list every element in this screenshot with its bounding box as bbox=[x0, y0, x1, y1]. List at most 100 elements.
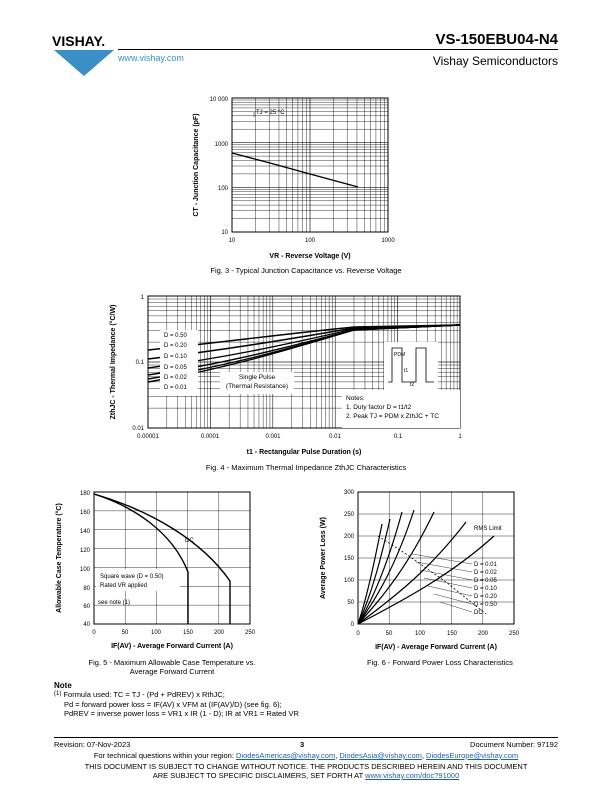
fig4-legend-item: D = 0.10 bbox=[164, 354, 188, 360]
fig6-ylabel: Average Power Loss (W) bbox=[320, 517, 327, 599]
fig5-caption-line2: Average Forward Current bbox=[129, 667, 215, 676]
fig4-ytick: 0.1 bbox=[136, 360, 145, 366]
fig5-xlabel: IF(AV) - Average Forward Current (A) bbox=[111, 643, 233, 650]
fig3-annotation: TJ = 25 °C bbox=[256, 110, 285, 116]
fig6-curve-d010 bbox=[357, 509, 415, 625]
fig4-legend-item: D = 0.02 bbox=[164, 375, 188, 381]
fig5-caption-line1: Fig. 5 - Maximum Allowable Case Temperat… bbox=[88, 658, 256, 667]
fig6-legend-item: D = 0.20 bbox=[474, 594, 498, 600]
fig6-ytick: 200 bbox=[344, 534, 355, 540]
fig4-ylabel: ZthJC - Thermal Impedance (°C/W) bbox=[109, 305, 117, 420]
fig6-curve-d020 bbox=[357, 511, 435, 625]
fig3-xtick: 100 bbox=[305, 238, 316, 244]
fig4-pulse-diagram bbox=[388, 347, 434, 383]
fig6-curve-d002 bbox=[357, 518, 391, 625]
footer-rule bbox=[54, 737, 558, 738]
fig4-chart: D = 0.50 D = 0.20 D = 0.10 D = 0.05 D = … bbox=[109, 295, 462, 456]
disclaimer-text: ARE SUBJECT TO SPECIFIC DISCLAIMERS, SET… bbox=[152, 771, 364, 780]
fig6-legend-item: D = 0.50 bbox=[474, 602, 498, 608]
fig5-xtick: 50 bbox=[122, 630, 129, 636]
fig6-caption: Fig. 6 - Forward Power Loss Characterist… bbox=[367, 658, 513, 667]
fig6-ytick: 50 bbox=[347, 600, 354, 606]
fig5-legend2: Rated VR applied bbox=[100, 583, 147, 589]
brand-wordmark: VISHAY. bbox=[52, 33, 105, 49]
fig5-chart: DC Square wave (D = 0.50) Rated VR appli… bbox=[55, 491, 256, 650]
website-link[interactable]: www.vishay.com bbox=[118, 53, 184, 63]
fig6-legend-item: DC bbox=[474, 610, 483, 616]
fig5-xtick: 150 bbox=[183, 630, 194, 636]
fig5-legend1: Square wave (D = 0.50) bbox=[100, 574, 164, 580]
fig6-xtick: 150 bbox=[447, 631, 458, 637]
fig3-ytick: 10 bbox=[221, 230, 228, 236]
fig6-rms-label: RMS Limit bbox=[474, 526, 502, 532]
fig4-xtick: 0.01 bbox=[329, 434, 341, 440]
fig5-see-note: see note (1) bbox=[98, 600, 130, 606]
fig3-ytick: 100 bbox=[218, 186, 229, 192]
fig5-xtick: 200 bbox=[214, 630, 225, 636]
fig6-curve-d005 bbox=[357, 511, 403, 625]
fig4-notes-title: Notes: bbox=[346, 395, 365, 402]
notes-title: Note bbox=[54, 681, 72, 690]
fig4-caption: Fig. 4 - Maximum Thermal Impedance ZthJC… bbox=[205, 463, 407, 472]
fig5-square-wave-curve bbox=[93, 493, 189, 624]
fig6-legend-item: D = 0.02 bbox=[474, 570, 498, 576]
fig6-ytick: 100 bbox=[344, 578, 355, 584]
fig3-ytick: 1000 bbox=[215, 142, 229, 148]
fig3-xlabel: VR - Reverse Voltage (V) bbox=[269, 253, 350, 260]
fig5-ytick: 40 bbox=[83, 622, 90, 628]
fig5-ytick: 100 bbox=[80, 567, 91, 573]
fig5-ytick: 180 bbox=[80, 491, 91, 497]
fig6-xtick: 50 bbox=[386, 631, 393, 637]
fig5-ytick: 80 bbox=[83, 586, 90, 592]
fig5-dc-label: DC bbox=[185, 538, 194, 544]
fig6-legend-item: D = 0.10 bbox=[474, 586, 498, 592]
disclaimer-line1: THIS DOCUMENT IS SUBJECT TO CHANGE WITHO… bbox=[84, 762, 528, 771]
fig4-xtick: 0.0001 bbox=[201, 434, 220, 440]
fig4-ytick: 1 bbox=[141, 295, 145, 301]
vishay-logo: VISHAY. bbox=[52, 32, 116, 78]
fig4-xlabel: t1 - Rectangular Pulse Duration (s) bbox=[247, 449, 362, 456]
fig5-xtick: 100 bbox=[151, 630, 162, 636]
fig5-ytick: 160 bbox=[80, 510, 91, 516]
revision: Revision: 07-Nov-2023 bbox=[54, 740, 131, 749]
fig4-legend-item: D = 0.20 bbox=[164, 343, 188, 349]
logo-triangle-icon bbox=[54, 50, 114, 76]
fig4-single-pulse: Single Pulse bbox=[239, 374, 276, 381]
email-europe-link[interactable]: DiodesEurope@vishay.com bbox=[426, 751, 519, 760]
fig4-ytick: 0.01 bbox=[132, 426, 144, 432]
support-prefix: For technical questions within your regi… bbox=[93, 751, 234, 760]
fig5-xtick: 250 bbox=[245, 630, 256, 636]
fig6-ytick: 0 bbox=[351, 622, 355, 628]
fig6-xtick: 250 bbox=[509, 631, 520, 637]
company-name: Vishay Semiconductors bbox=[432, 54, 558, 68]
fig6-curve-d050 bbox=[357, 521, 467, 625]
disclaimer-link[interactable]: www.vishay.com/doc?91000 bbox=[365, 771, 460, 780]
fig6-legend-item: D = 0.01 bbox=[474, 562, 498, 568]
fig5-ytick: 60 bbox=[83, 604, 90, 610]
fig4-legend-item: D = 0.01 bbox=[164, 385, 188, 391]
note-line1: Formula used: TC = TJ - (Pd + PdREV) x R… bbox=[63, 690, 225, 699]
part-number: VS-150EBU04-N4 bbox=[435, 31, 558, 48]
fig3-xtick: 1000 bbox=[381, 238, 395, 244]
page-number: 3 bbox=[300, 740, 305, 749]
fig5-dc-curve bbox=[93, 493, 231, 624]
notes-body: (1) Formula used: TC = TJ - (Pd + PdREV)… bbox=[54, 690, 574, 719]
fig3-capacitance-curve bbox=[231, 152, 359, 188]
email-asia-link[interactable]: DiodesAsia@vishay.com bbox=[339, 751, 422, 760]
fig6-curve-d001 bbox=[357, 523, 383, 625]
fig4-legend-item: D = 0.05 bbox=[164, 365, 188, 371]
email-americas-link[interactable]: DiodesAmericas@vishay.com bbox=[236, 751, 336, 760]
fig4-xtick: 0.001 bbox=[265, 434, 281, 440]
fig4-note2: 2. Peak TJ = PDM x ZthJC + TC bbox=[346, 413, 439, 420]
fig6-curve-dc bbox=[357, 535, 495, 625]
fig6-ytick: 250 bbox=[344, 512, 355, 518]
fig5-ytick: 140 bbox=[80, 529, 91, 535]
fig3-ytick: 10 000 bbox=[210, 97, 229, 103]
fig3-xtick: 10 bbox=[229, 238, 236, 244]
fig4-pdm-label: PDM bbox=[394, 352, 405, 358]
fig3-ylabel: CT - Junction Capacitance (pF) bbox=[193, 113, 200, 216]
fig5-xtick: 0 bbox=[92, 630, 96, 636]
fig4-xtick: 0.00001 bbox=[137, 434, 159, 440]
fig5-ytick: 120 bbox=[80, 548, 91, 554]
fig4-t1-label: t1 bbox=[404, 368, 408, 374]
